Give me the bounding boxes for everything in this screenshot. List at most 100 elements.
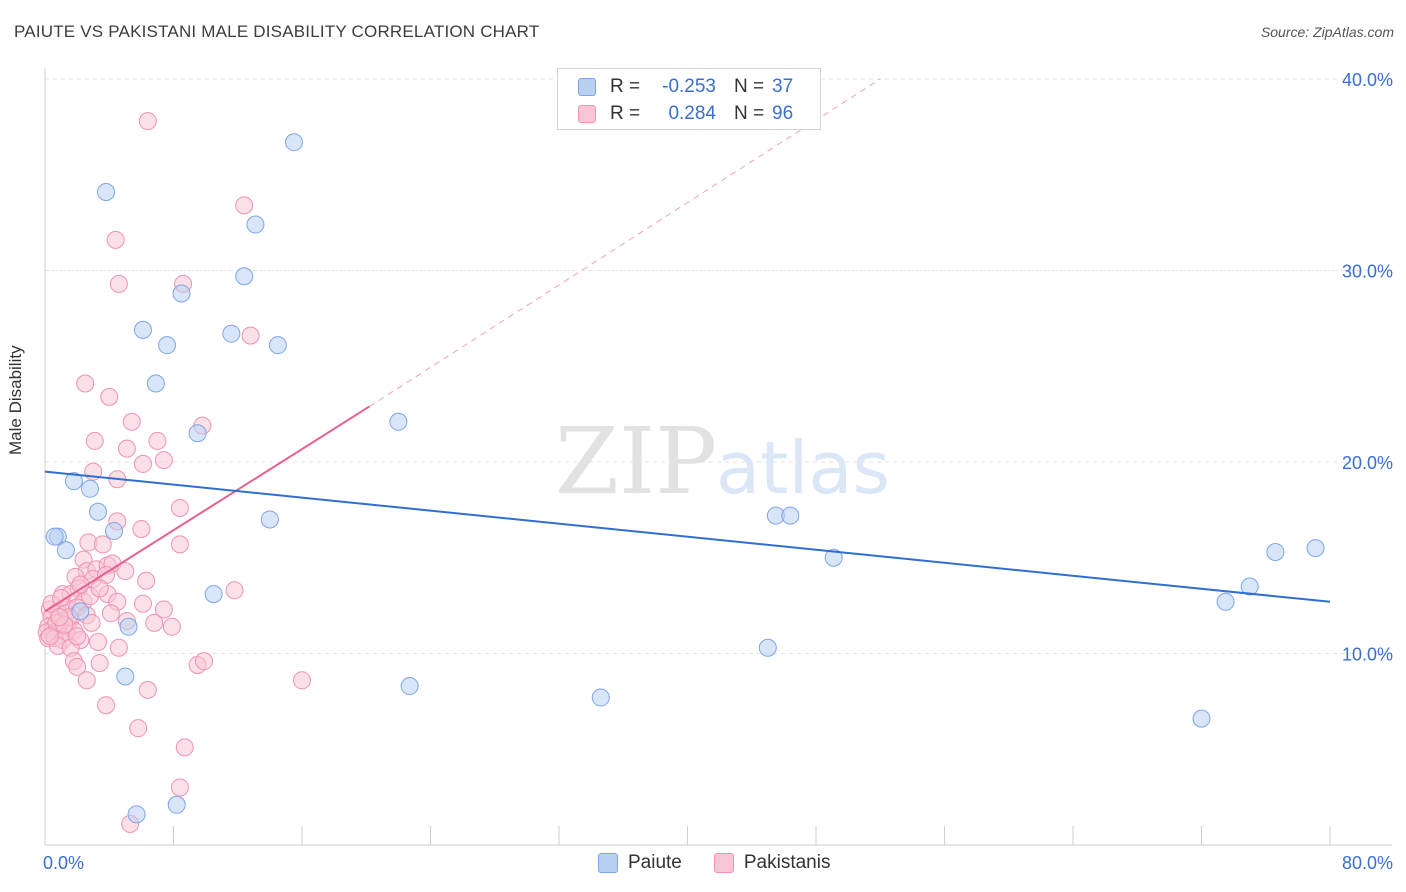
tick-labels: 10.0% 20.0% 30.0% 40.0% 0.0% 80.0% xyxy=(43,70,1393,873)
paiute-point xyxy=(105,521,124,540)
y-tick-label: 40.0% xyxy=(1342,70,1393,90)
pakistanis-point xyxy=(170,498,189,517)
pakistanis-point xyxy=(132,520,151,539)
grid xyxy=(45,78,1392,654)
paiute-point xyxy=(97,182,116,201)
pakistanis-point xyxy=(116,562,135,581)
paiute-point xyxy=(167,795,186,814)
trend-lines xyxy=(44,78,1331,613)
paiute-point xyxy=(235,267,254,286)
pakistanis-point xyxy=(106,230,125,249)
watermark-atlas: atlas xyxy=(716,426,890,510)
paiute-point xyxy=(781,506,800,525)
x-tick-label-min: 0.0% xyxy=(43,853,84,873)
pakistanis-point xyxy=(138,112,157,131)
pakistanis-point xyxy=(109,274,128,293)
legend-label-pakistanis: Pakistanis xyxy=(743,852,831,873)
pakistanis-point xyxy=(241,326,260,345)
pakistanis-point xyxy=(129,719,148,738)
paiute-point xyxy=(824,548,843,567)
paiute-trend-line xyxy=(44,470,1331,603)
n-label: N = xyxy=(734,103,765,124)
pakistanis-point xyxy=(154,451,173,470)
pakistanis-point xyxy=(133,594,152,613)
pakistanis-points xyxy=(37,112,311,833)
paiute-point xyxy=(133,320,152,339)
correlation-legend: R = -0.253 N = 37 R = 0.284 N = 96 xyxy=(557,68,821,130)
paiute-point xyxy=(260,510,279,529)
pakistanis-point xyxy=(50,608,69,627)
legend-row-paiute: R = -0.253 N = 37 xyxy=(578,74,793,100)
pakistanis-point xyxy=(148,431,167,450)
r-label: R = xyxy=(610,76,641,97)
pakistanis-point xyxy=(195,652,214,671)
paiute-point xyxy=(1266,543,1285,562)
paiute-point xyxy=(1240,577,1259,596)
r-value: -0.253 xyxy=(662,76,716,97)
paiute-point xyxy=(246,215,265,234)
y-tick-label: 20.0% xyxy=(1342,453,1393,473)
pakistanis-point xyxy=(97,696,116,715)
pakistanis-point xyxy=(122,412,141,431)
pakistanis-point xyxy=(89,633,108,652)
series-legend: Paiute Pakistanis xyxy=(598,852,862,874)
pakistanis-point xyxy=(117,439,136,458)
paiute-point xyxy=(64,472,83,491)
legend-item-pakistanis: Pakistanis xyxy=(713,852,831,874)
paiute-point xyxy=(56,541,75,560)
pakistanis-point xyxy=(93,535,112,554)
n-value: 37 xyxy=(772,76,794,97)
paiute-point xyxy=(204,585,223,604)
paiute-points xyxy=(45,133,1325,824)
pakistanis-point xyxy=(68,627,87,646)
pakistanis-point xyxy=(77,671,96,690)
watermark: ZIP atlas xyxy=(555,408,890,515)
legend-item-paiute: Paiute xyxy=(598,852,682,874)
pakistanis-point xyxy=(293,671,311,690)
paiute-point xyxy=(172,284,191,303)
watermark-zip: ZIP xyxy=(555,408,717,515)
pakistanis-point xyxy=(101,604,120,623)
pakistanis-swatch xyxy=(578,105,596,123)
pakistanis-point xyxy=(90,654,109,673)
pakistanis-point xyxy=(175,738,194,757)
paiute-point xyxy=(45,527,64,546)
paiute-point xyxy=(80,479,99,498)
legend-label-paiute: Paiute xyxy=(628,852,682,873)
paiute-point xyxy=(758,638,777,657)
y-axis-label: Male Disability xyxy=(6,345,25,455)
pakistanis-point xyxy=(225,581,244,600)
y-tick-label: 30.0% xyxy=(1342,262,1393,282)
paiute-point xyxy=(1306,539,1325,558)
paiute-point xyxy=(89,502,108,521)
pakistanis-trend-extension xyxy=(369,78,881,407)
paiute-point xyxy=(158,336,177,355)
pakistanis-point xyxy=(100,387,119,406)
paiute-point xyxy=(284,133,303,152)
chart-title: PAIUTE VS PAKISTANI MALE DISABILITY CORR… xyxy=(14,22,540,41)
paiute-swatch xyxy=(598,853,618,873)
pakistanis-point xyxy=(145,613,164,632)
paiute-swatch xyxy=(578,78,596,96)
pakistanis-point xyxy=(170,535,189,554)
paiute-point xyxy=(1192,709,1211,728)
pakistanis-point xyxy=(82,613,101,632)
x-tick-label-max: 80.0% xyxy=(1342,853,1393,873)
r-label: R = xyxy=(610,103,641,124)
pakistanis-point xyxy=(85,431,104,450)
r-value: 0.284 xyxy=(668,103,716,124)
pakistanis-point xyxy=(90,579,109,598)
n-value: 96 xyxy=(772,103,794,124)
paiute-point xyxy=(1216,592,1235,611)
pakistanis-trend-line xyxy=(44,405,370,613)
paiute-point xyxy=(119,617,138,636)
paiute-point xyxy=(116,667,135,686)
source-label: Source: ZipAtlas.com xyxy=(1260,24,1394,40)
paiute-point xyxy=(71,602,90,621)
y-tick-label: 10.0% xyxy=(1342,645,1393,665)
axes xyxy=(44,68,1392,846)
legend-row-pakistanis: R = 0.284 N = 96 xyxy=(578,101,793,127)
pakistanis-point xyxy=(52,588,71,607)
pakistanis-point xyxy=(154,600,173,619)
